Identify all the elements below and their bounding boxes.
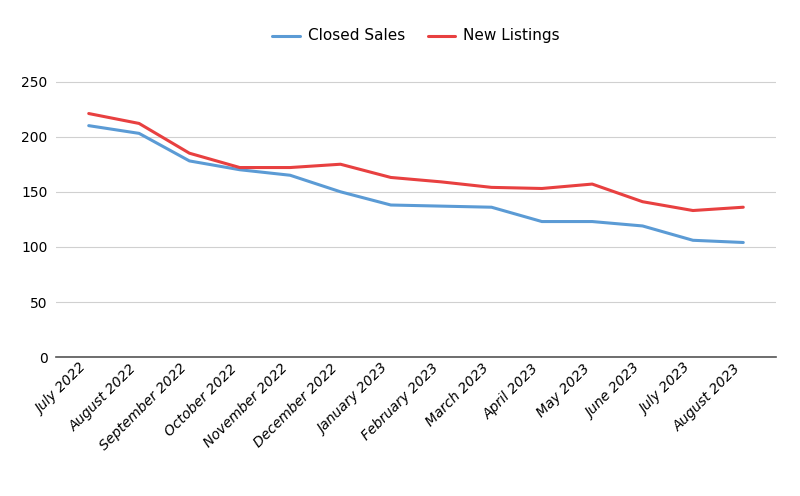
Legend: Closed Sales, New Listings: Closed Sales, New Listings: [273, 28, 559, 44]
